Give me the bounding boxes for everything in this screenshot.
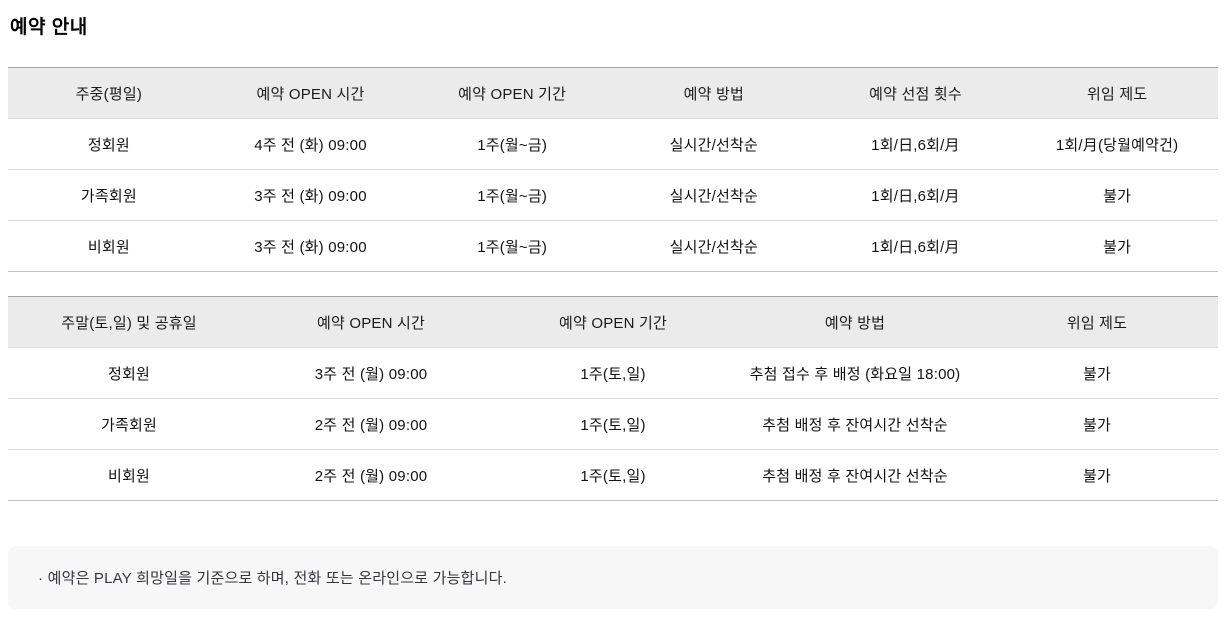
column-header-open-time: 예약 OPEN 시간 bbox=[209, 67, 412, 119]
column-header-delegation: 위임 제도 bbox=[976, 296, 1218, 348]
method-cell: 실시간/선착순 bbox=[612, 220, 815, 272]
page-title: 예약 안내 bbox=[10, 17, 88, 38]
column-header-preempt-count: 예약 선점 횟수 bbox=[814, 67, 1017, 119]
member-type-cell: 정회원 bbox=[8, 347, 250, 399]
method-cell: 실시간/선착순 bbox=[612, 118, 815, 170]
header-row: 주말(토,일) 및 공휴일 예약 OPEN 시간 예약 OPEN 기간 예약 방… bbox=[8, 296, 1218, 348]
table-row-regular-member: 정회원 4주 전 (화) 09:00 1주(월~금) 실시간/선착순 1회/日,… bbox=[8, 118, 1218, 170]
open-period-cell: 1주(월~금) bbox=[411, 169, 613, 221]
method-cell: 추첨 배정 후 잔여시간 선착순 bbox=[734, 398, 976, 450]
reservation-note-box: · 예약은 PLAY 희망일을 기준으로 하며, 전화 또는 온라인으로 가능합… bbox=[8, 546, 1218, 609]
member-type-cell: 비회원 bbox=[8, 220, 210, 272]
delegation-cell: 불가 bbox=[976, 347, 1218, 399]
table-row-non-member: 비회원 3주 전 (화) 09:00 1주(월~금) 실시간/선착순 1회/日,… bbox=[8, 220, 1218, 272]
method-cell: 실시간/선착순 bbox=[612, 169, 815, 221]
open-period-cell: 1주(토,일) bbox=[492, 347, 734, 399]
column-header-open-time: 예약 OPEN 시간 bbox=[250, 296, 492, 348]
column-header-method: 예약 방법 bbox=[734, 296, 976, 348]
open-time-cell: 4주 전 (화) 09:00 bbox=[209, 118, 412, 170]
open-period-cell: 1주(토,일) bbox=[492, 449, 734, 501]
preempt-count-cell: 1회/日,6회/月 bbox=[814, 220, 1017, 272]
table-row-family-member: 가족회원 3주 전 (화) 09:00 1주(월~금) 실시간/선착순 1회/日… bbox=[8, 169, 1218, 221]
delegation-cell: 불가 bbox=[1016, 169, 1218, 221]
preempt-count-cell: 1회/日,6회/月 bbox=[814, 118, 1017, 170]
column-header-member-type: 주말(토,일) 및 공휴일 bbox=[8, 296, 250, 348]
open-time-cell: 3주 전 (월) 09:00 bbox=[250, 347, 492, 399]
member-type-cell: 가족회원 bbox=[8, 398, 250, 450]
column-header-method: 예약 방법 bbox=[612, 67, 815, 119]
reservation-note-text: · 예약은 PLAY 희망일을 기준으로 하며, 전화 또는 온라인으로 가능합… bbox=[38, 570, 508, 587]
weekday-table-body: 정회원 4주 전 (화) 09:00 1주(월~금) 실시간/선착순 1회/日,… bbox=[8, 118, 1218, 272]
header-row: 주중(평일) 예약 OPEN 시간 예약 OPEN 기간 예약 방법 예약 선점… bbox=[8, 67, 1218, 119]
member-type-cell: 비회원 bbox=[8, 449, 250, 501]
open-time-cell: 2주 전 (월) 09:00 bbox=[250, 449, 492, 501]
delegation-cell: 1회/月(당월예약건) bbox=[1016, 118, 1218, 170]
open-time-cell: 3주 전 (화) 09:00 bbox=[209, 169, 412, 221]
weekend-table-header: 주말(토,일) 및 공휴일 예약 OPEN 시간 예약 OPEN 기간 예약 방… bbox=[8, 296, 1218, 348]
open-time-cell: 3주 전 (화) 09:00 bbox=[209, 220, 412, 272]
weekday-table-header: 주중(평일) 예약 OPEN 시간 예약 OPEN 기간 예약 방법 예약 선점… bbox=[8, 67, 1218, 119]
column-header-delegation: 위임 제도 bbox=[1016, 67, 1218, 119]
column-header-member-type: 주중(평일) bbox=[8, 67, 210, 119]
open-period-cell: 1주(토,일) bbox=[492, 398, 734, 450]
delegation-cell: 불가 bbox=[976, 449, 1218, 501]
method-cell: 추첨 배정 후 잔여시간 선착순 bbox=[734, 449, 976, 501]
open-period-cell: 1주(월~금) bbox=[411, 118, 613, 170]
open-time-cell: 2주 전 (월) 09:00 bbox=[250, 398, 492, 450]
weekend-table-body: 정회원 3주 전 (월) 09:00 1주(토,일) 추첨 접수 후 배정 (화… bbox=[8, 347, 1218, 501]
column-header-open-period: 예약 OPEN 기간 bbox=[492, 296, 734, 348]
method-cell: 추첨 접수 후 배정 (화요일 18:00) bbox=[734, 347, 976, 399]
weekend-reservation-table: 주말(토,일) 및 공휴일 예약 OPEN 시간 예약 OPEN 기간 예약 방… bbox=[8, 296, 1218, 501]
reservation-guide-page: 예약 안내 주중(평일) 예약 OPEN 시간 예약 OPEN 기간 예약 방법… bbox=[8, 17, 1218, 609]
table-row-non-member: 비회원 2주 전 (월) 09:00 1주(토,일) 추첨 배정 후 잔여시간 … bbox=[8, 449, 1218, 501]
delegation-cell: 불가 bbox=[976, 398, 1218, 450]
delegation-cell: 불가 bbox=[1016, 220, 1218, 272]
preempt-count-cell: 1회/日,6회/月 bbox=[814, 169, 1017, 221]
column-header-open-period: 예약 OPEN 기간 bbox=[411, 67, 613, 119]
table-row-family-member: 가족회원 2주 전 (월) 09:00 1주(토,일) 추첨 배정 후 잔여시간… bbox=[8, 398, 1218, 450]
member-type-cell: 정회원 bbox=[8, 118, 210, 170]
member-type-cell: 가족회원 bbox=[8, 169, 210, 221]
weekday-reservation-table: 주중(평일) 예약 OPEN 시간 예약 OPEN 기간 예약 방법 예약 선점… bbox=[8, 67, 1218, 272]
open-period-cell: 1주(월~금) bbox=[411, 220, 613, 272]
table-row-regular-member: 정회원 3주 전 (월) 09:00 1주(토,일) 추첨 접수 후 배정 (화… bbox=[8, 347, 1218, 399]
